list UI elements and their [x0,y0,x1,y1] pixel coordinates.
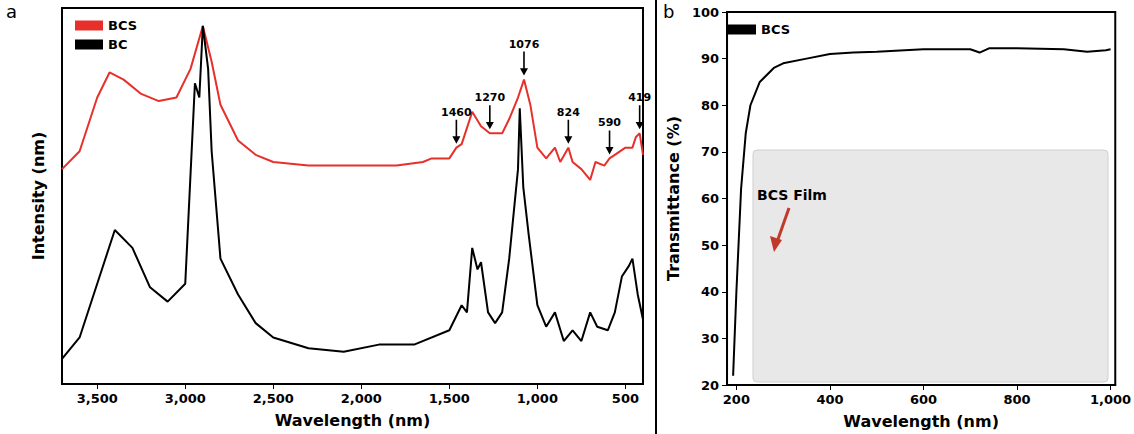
svg-text:20: 20 [701,378,719,393]
svg-text:BCS: BCS [108,18,137,33]
svg-text:1270: 1270 [475,91,506,104]
svg-text:70: 70 [701,144,719,159]
svg-text:800: 800 [1003,392,1030,407]
svg-text:1,000: 1,000 [1090,392,1131,407]
svg-text:824: 824 [557,106,580,119]
svg-text:3,500: 3,500 [77,391,118,406]
svg-text:90: 90 [701,51,719,66]
svg-text:Wavelength (nm): Wavelength (nm) [275,411,431,430]
svg-text:1460: 1460 [441,106,472,119]
svg-text:BCS Film: BCS Film [757,187,827,203]
svg-text:50: 50 [701,238,719,253]
svg-text:60: 60 [701,191,719,206]
svg-text:3,000: 3,000 [165,391,206,406]
svg-text:100: 100 [692,5,719,20]
svg-text:BCS: BCS [761,22,790,37]
svg-text:600: 600 [910,392,937,407]
svg-text:Transmittance (%): Transmittance (%) [664,116,683,281]
svg-text:Intensity (nm): Intensity (nm) [29,132,48,261]
svg-text:80: 80 [701,98,719,113]
svg-text:BC: BC [108,37,127,52]
svg-text:200: 200 [723,392,750,407]
svg-text:419: 419 [628,91,651,104]
svg-text:b: b [663,1,674,22]
svg-text:1,000: 1,000 [517,391,558,406]
svg-text:30: 30 [701,331,719,346]
svg-text:40: 40 [701,284,719,299]
svg-text:500: 500 [612,391,639,406]
svg-text:2,000: 2,000 [341,391,382,406]
svg-text:1,500: 1,500 [429,391,470,406]
svg-text:400: 400 [816,392,843,407]
svg-text:a: a [6,1,17,22]
svg-text:Wavelength (nm): Wavelength (nm) [843,412,999,431]
svg-text:590: 590 [598,116,621,129]
svg-text:1076: 1076 [509,38,540,51]
svg-text:2,500: 2,500 [253,391,294,406]
